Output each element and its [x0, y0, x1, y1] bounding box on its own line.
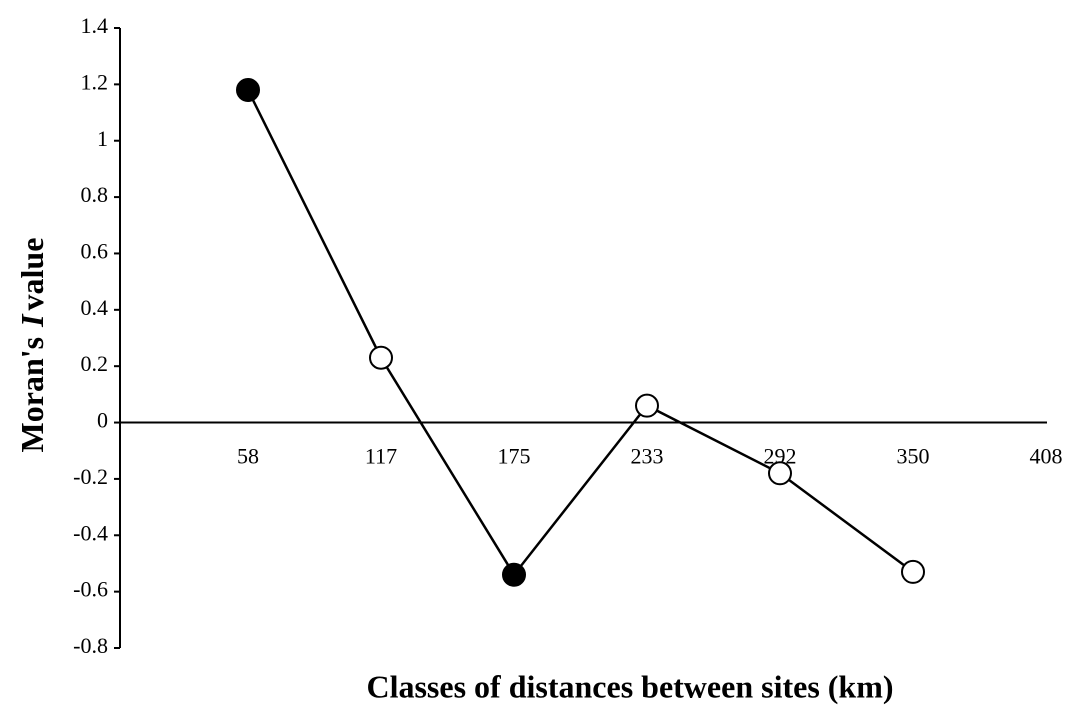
x-tick-label: 175	[498, 444, 531, 469]
y-tick-label: 0.6	[81, 239, 109, 264]
y-tick-label: -0.8	[73, 633, 108, 658]
point	[502, 562, 526, 587]
x-tick-label: 408	[1030, 444, 1063, 469]
y-tick-label: 0.2	[81, 351, 109, 376]
point	[369, 345, 393, 370]
y-tick-label: 1	[97, 126, 108, 151]
x-tick-label: 350	[897, 444, 930, 469]
y-title-italic: I	[14, 313, 50, 328]
x-tick-label: 117	[365, 444, 397, 469]
y-title-part: Moran's	[14, 337, 50, 453]
point	[635, 393, 659, 418]
y-tick-label: -0.6	[73, 577, 108, 602]
y-tick-label: -0.4	[73, 520, 108, 545]
y-tick-label: 0.8	[81, 182, 109, 207]
y-tick-label: 0	[97, 408, 108, 433]
point	[768, 461, 792, 486]
x-tick-label: 233	[631, 444, 664, 469]
point	[236, 78, 260, 102]
y-title-part: value	[14, 238, 50, 311]
y-tick-label: 1.2	[81, 69, 109, 94]
y-tick-label: 1.4	[81, 13, 109, 38]
x-tick-label: 58	[237, 444, 259, 469]
y-tick-label: -0.2	[73, 464, 108, 489]
y-axis-title: Moran's Ivalue	[14, 238, 50, 453]
point	[901, 559, 925, 584]
y-tick-label: 0.4	[81, 295, 109, 320]
x-axis-title: Classes of distances between sites (km)	[366, 668, 893, 704]
series-line	[246, 89, 914, 577]
